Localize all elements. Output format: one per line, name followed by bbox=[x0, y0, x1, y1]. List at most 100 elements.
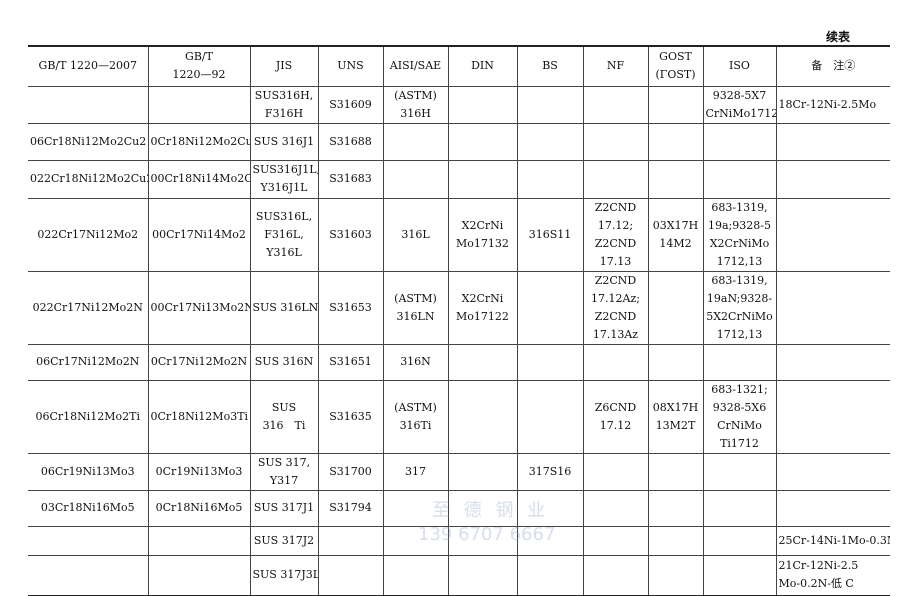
cell-line: 备 注② bbox=[811, 59, 856, 73]
cell: 683-1319, 19a;9328-5 X2CrNiMo 1712,13 bbox=[702, 197, 776, 271]
cell: S31603 bbox=[317, 197, 383, 271]
cell-line: 17.12Az; bbox=[591, 291, 640, 305]
cell-line: 683-1321; bbox=[711, 382, 768, 396]
cell-line: S31609 bbox=[329, 97, 372, 111]
cell bbox=[516, 489, 583, 526]
cell-line: 316L bbox=[401, 227, 430, 241]
cell bbox=[382, 554, 448, 596]
cell bbox=[647, 525, 703, 555]
cell bbox=[28, 85, 148, 123]
body-row: 06Cr19Ni13Mo3 0Cr19Ni13Mo3 SUS 317, Y317 S31… bbox=[28, 452, 890, 490]
cell bbox=[447, 343, 517, 380]
cell-line: 316 Ti bbox=[262, 418, 306, 432]
cell bbox=[647, 122, 703, 160]
cell bbox=[775, 489, 890, 526]
cell-line: 683-1319, bbox=[711, 273, 768, 287]
cell bbox=[28, 554, 148, 596]
cell-line: 0Cr18Ni16Mo5 bbox=[155, 501, 243, 514]
cell: 0Cr18Ni12Mo2Cu2 bbox=[147, 122, 251, 160]
cell-line: 5X2CrNiMo bbox=[706, 309, 773, 323]
cell bbox=[147, 525, 250, 555]
cell: 18Cr-12Ni-2.5Mo bbox=[775, 85, 890, 123]
cell bbox=[702, 343, 776, 380]
cell-line: S31651 bbox=[329, 355, 372, 368]
cell bbox=[447, 525, 517, 555]
cell bbox=[775, 452, 890, 490]
cell-line: 00Cr18Ni14Mo2Cu2 bbox=[150, 172, 251, 185]
cell: X2CrNi Mo17132 bbox=[447, 197, 517, 271]
cell-line: Mo17122 bbox=[456, 309, 509, 323]
cell-line: 00Cr17Ni14Mo2 bbox=[152, 227, 246, 241]
cell: 0Cr19Ni13Mo3 bbox=[147, 452, 250, 490]
cell bbox=[447, 452, 517, 490]
cell-line: 21Cr-12Ni-2.5 bbox=[778, 559, 859, 573]
cell-line: 1220—92 bbox=[172, 68, 226, 82]
cell-line: 316S11 bbox=[528, 227, 572, 241]
cell: 06Cr17Ni12Mo2N bbox=[28, 343, 148, 380]
cell-line: GOST bbox=[659, 50, 692, 64]
cell-line: 25Cr-14Ni-1Mo-0.3N bbox=[778, 533, 891, 547]
cell-line: ISO bbox=[729, 59, 750, 73]
cell: NF bbox=[582, 45, 648, 86]
cell-line: (ASTM) bbox=[394, 400, 437, 414]
body-row: SUS 317J2 25Cr-14Ni-1Mo-0.3N bbox=[28, 525, 891, 555]
cell: (ASTM) 316Ti bbox=[382, 379, 448, 453]
cell-line: 13M2T bbox=[655, 418, 696, 432]
cell-line: (ASTM) bbox=[394, 88, 437, 102]
watermark-name: 至 德 钢 业 bbox=[432, 500, 550, 521]
cell-line: 316H bbox=[400, 106, 431, 120]
cell bbox=[516, 270, 583, 344]
cell-line: 683-1319, bbox=[711, 200, 768, 214]
cell-line: 317S16 bbox=[528, 464, 572, 478]
cell-line: JIS bbox=[275, 59, 293, 73]
cell-line: S31688 bbox=[329, 134, 372, 148]
cell bbox=[775, 122, 890, 160]
cell-line: 022Cr17Ni12Mo2 bbox=[37, 227, 139, 241]
cell: 备 注② bbox=[775, 45, 890, 86]
cell bbox=[647, 554, 703, 596]
cell-line: 0Cr18Ni12Mo2Cu2 bbox=[150, 134, 251, 148]
cell: (ASTM) 316H bbox=[382, 85, 448, 123]
cell: BS bbox=[516, 45, 583, 86]
cell bbox=[647, 159, 703, 198]
cell-line: 08X17H bbox=[652, 400, 699, 414]
cell-line: X2CrNi bbox=[461, 291, 504, 305]
cell-line: SUS 317J2 bbox=[253, 533, 315, 547]
cell: UNS bbox=[317, 45, 383, 86]
cell: 06Cr18Ni12Mo2Cu2 bbox=[28, 122, 148, 160]
cell-line: 316Ti bbox=[399, 418, 432, 432]
cell bbox=[516, 379, 583, 453]
cell bbox=[382, 122, 448, 160]
cell: SUS316H, F316H bbox=[249, 85, 318, 123]
cell-line: S31794 bbox=[329, 501, 372, 514]
cell bbox=[702, 489, 776, 526]
cell-line: 06Cr18Ni12Mo2Cu2 bbox=[30, 134, 147, 148]
cell: S31683 bbox=[317, 159, 383, 198]
cell: Z2CND 17.12Az; Z2CND 17.13Az bbox=[582, 270, 648, 344]
watermark-phone: 139 6707 6667 bbox=[418, 524, 556, 545]
cell: 316L bbox=[382, 197, 448, 271]
cell bbox=[582, 343, 648, 380]
cell: SUS 317J2 bbox=[249, 525, 318, 555]
cell: 0Cr17Ni12Mo2N bbox=[147, 343, 250, 380]
cell bbox=[775, 270, 890, 344]
body-row: 06Cr18Ni12Mo2Ti 0Cr18Ni12Mo3Ti SUS 316 Ti S3… bbox=[28, 379, 890, 453]
cell-line: GB/T 1220—2007 bbox=[38, 59, 137, 73]
body-row: 06Cr17Ni12Mo2N 0Cr17Ni12Mo2N SUS 316N S3165… bbox=[28, 343, 890, 380]
cell bbox=[382, 159, 448, 198]
cell bbox=[647, 270, 703, 344]
cell: 08X17H 13M2T bbox=[647, 379, 703, 453]
cell: 0Cr18Ni16Mo5 bbox=[147, 489, 250, 526]
cell bbox=[516, 85, 583, 123]
cell: SUS 317J1 bbox=[249, 489, 318, 526]
cell: S31653 bbox=[317, 270, 383, 344]
cell: GOST (ΓOST) bbox=[647, 45, 703, 86]
cell bbox=[775, 159, 890, 198]
body-row: 022Cr17Ni12Mo2 00Cr17Ni14Mo2 SUS316L, F316L… bbox=[28, 197, 890, 271]
cell-line: 06Cr17Ni12Mo2N bbox=[36, 355, 140, 368]
cell-line: Y316L bbox=[266, 245, 302, 259]
cell-line: SUS 316J1 bbox=[253, 134, 315, 148]
cell-line: Mo-0.2N-低 C bbox=[778, 577, 854, 591]
cell-line: SUS 317, bbox=[257, 455, 311, 469]
